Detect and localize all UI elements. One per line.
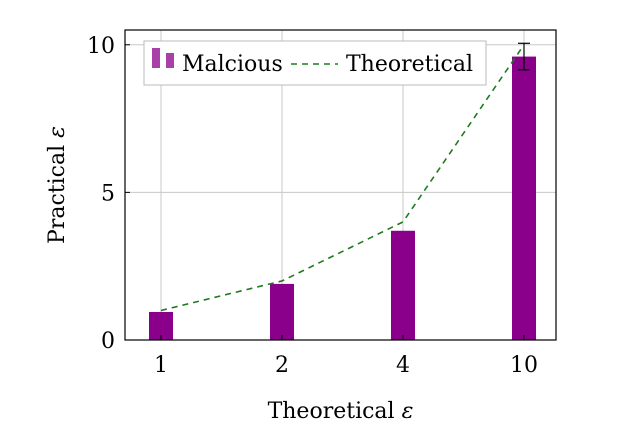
plot-frame [124,29,557,341]
line-series-theoretical [160,44,525,312]
x-tick-label: 10 [510,353,538,378]
x-tick-label: 1 [154,353,168,378]
y-axis-ticks: 0 5 10 [87,34,130,354]
y-tick-label: 0 [101,329,115,354]
legend-label-malcious: Malcious [182,52,283,77]
x-tick-label: 4 [396,353,410,378]
legend-swatch-bar [166,53,174,68]
bar-2 [270,283,294,340]
x-axis-title: Theoretical ε [268,399,414,424]
legend: Malcious Theoretical [143,40,487,86]
y-axis-title: Practical ε [45,126,70,244]
bar-series-malcious [149,56,536,340]
legend-box [143,40,487,86]
x-axis-ticks: 1 2 4 10 [154,335,538,378]
legend-label-theoretical: Theoretical [346,52,473,77]
error-bars [518,42,530,71]
x-tick-label: 2 [275,353,289,378]
theoretical-line [160,44,525,312]
legend-swatch-bar [152,48,160,68]
y-tick-label: 10 [87,34,115,59]
bar-10 [512,56,536,340]
y-tick-label: 5 [101,181,115,206]
bar-4 [391,230,415,340]
